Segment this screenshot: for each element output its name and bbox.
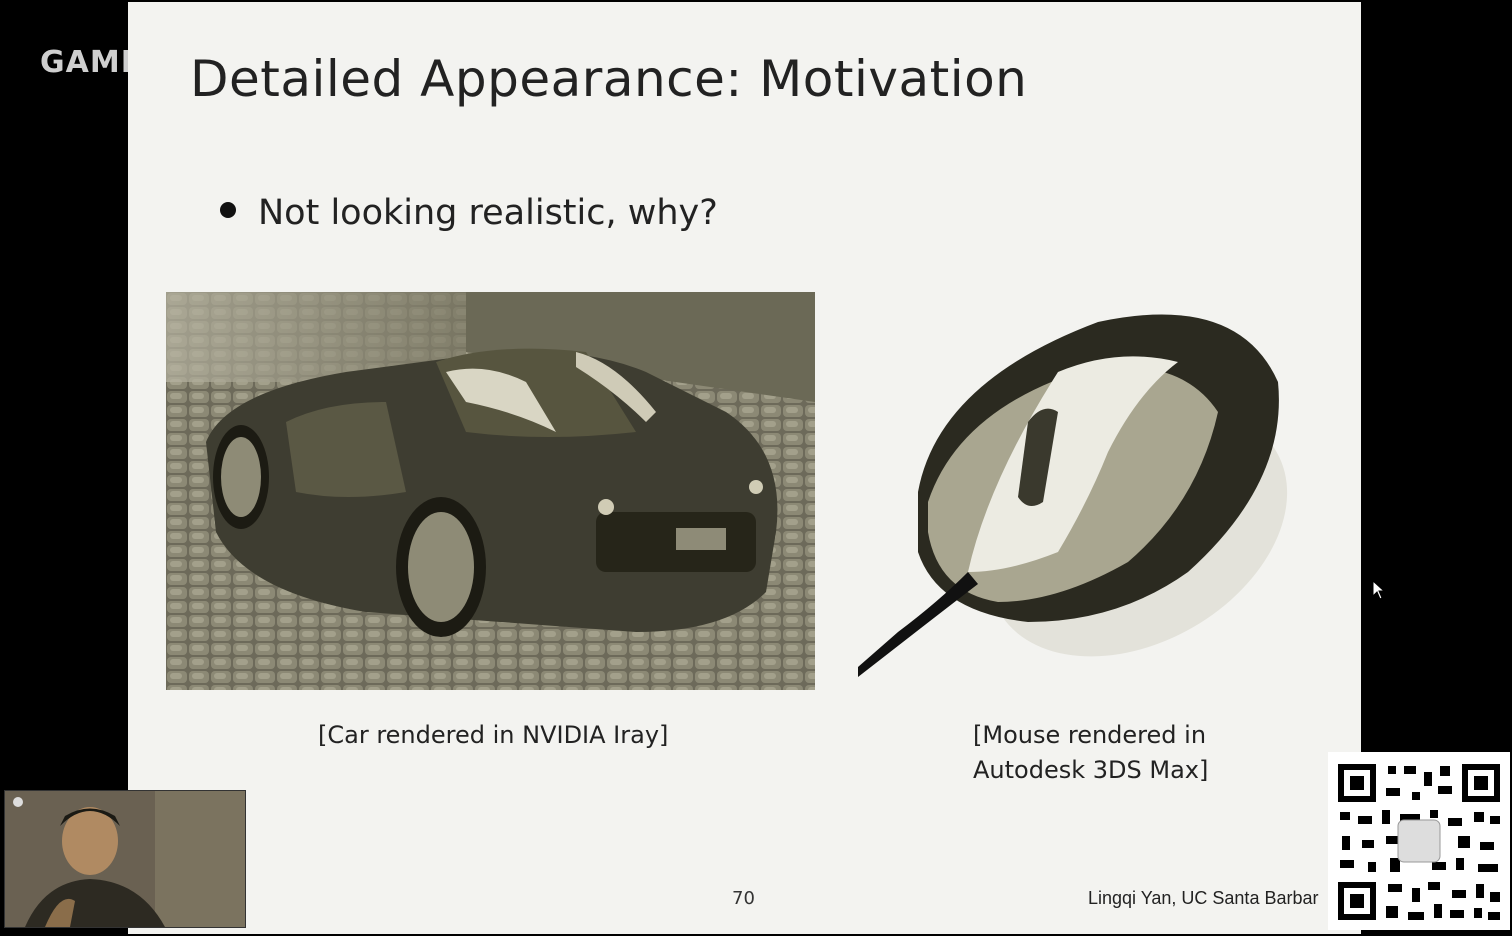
slide-page-number: 70	[732, 888, 755, 909]
camera-indicator-icon	[13, 797, 23, 807]
mouse-caption-line1: [Mouse rendered in	[973, 721, 1207, 749]
car-caption: [Car rendered in NVIDIA Iray]	[318, 721, 669, 749]
mouse-caption: [Mouse rendered in Autodesk 3DS Max]	[973, 718, 1213, 788]
webcam-video	[4, 790, 246, 928]
slide-title: Detailed Appearance: Motivation	[190, 50, 1028, 108]
bullet-dot-icon	[220, 202, 236, 218]
bullet-item: Not looking realistic, why?	[220, 193, 718, 233]
channel-logo-text: GAME	[40, 45, 143, 80]
mouse-render-image	[858, 314, 1288, 677]
presenter-avatar	[5, 791, 245, 927]
car-render-image	[166, 292, 815, 690]
bullet-text: Not looking realistic, why?	[258, 193, 718, 233]
slide-author: Lingqi Yan, UC Santa Barbar	[1088, 888, 1319, 908]
mouse-caption-line2: Autodesk 3DS Max]	[973, 756, 1209, 784]
mouse-cursor-icon	[1372, 580, 1386, 600]
presentation-slide: Detailed Appearance: Motivation Not look…	[128, 2, 1361, 934]
qr-code	[1328, 752, 1510, 930]
